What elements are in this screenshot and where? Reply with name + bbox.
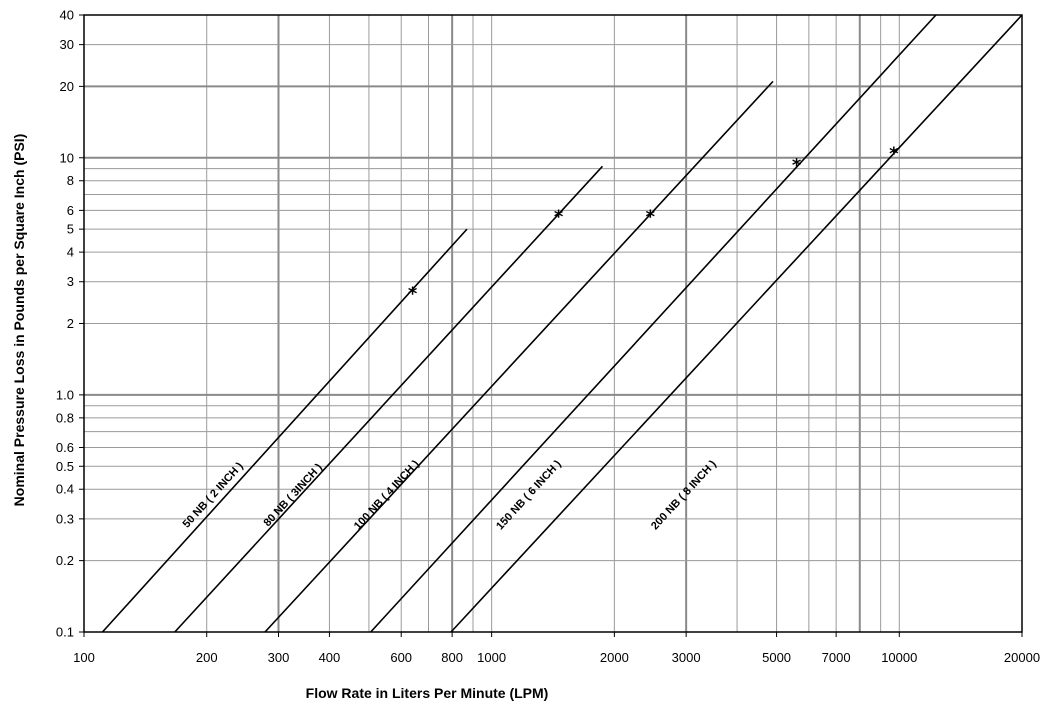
y-tick-label: 0.2 [56, 553, 74, 568]
x-tick-label: 10000 [881, 650, 917, 665]
series-markers: * * * * * [408, 144, 899, 305]
series-marker-2: * [554, 207, 564, 228]
y-tick-label: 0.1 [56, 625, 74, 640]
series-line-4 [370, 14, 937, 633]
x-tick-label: 5000 [762, 650, 791, 665]
grid [84, 15, 1022, 632]
x-tick-label: 1000 [477, 650, 506, 665]
series-lines [101, 14, 1023, 633]
y-axis-ticks: 0.1 0.2 0.3 0.4 0.5 0.6 0.8 1.0 2 3 4 5 6 8 10 20 30 40 [56, 8, 84, 640]
y-tick-label: 0.8 [56, 410, 74, 425]
series-labels: 50 NB ( 2 INCH ) 80 NB ( 3INCH ) 100 NB ( … [181, 458, 719, 533]
series-marker-5: * [889, 144, 899, 165]
series-line-3 [264, 80, 774, 633]
x-tick-label: 7000 [822, 650, 851, 665]
x-tick-label: 600 [390, 650, 412, 665]
series-label-5: 200 NB ( 8 INCH ) [649, 458, 719, 532]
y-tick-label: 20 [60, 79, 74, 94]
x-tick-label: 200 [196, 650, 218, 665]
y-tick-label: 6 [67, 203, 74, 218]
x-tick-label: 2000 [600, 650, 629, 665]
series-marker-4: * [792, 155, 802, 176]
y-tick-label: 2 [67, 316, 74, 331]
series-marker-3: * [646, 207, 656, 228]
y-tick-label: 0.3 [56, 511, 74, 526]
series-label-3: 100 NB ( 4 INCH ) [352, 458, 422, 532]
y-tick-label: 3 [67, 274, 74, 289]
y-tick-label: 30 [60, 37, 74, 52]
y-tick-label: 8 [67, 173, 74, 188]
x-axis-ticks: 100 200 300 400 600 800 1000 2000 3000 5000 7000 10… [73, 632, 1040, 665]
x-tick-label: 800 [441, 650, 463, 665]
x-tick-label: 100 [73, 650, 95, 665]
y-tick-label: 0.4 [56, 482, 74, 497]
y-tick-label: 1.0 [56, 387, 74, 402]
y-tick-label: 10 [60, 150, 74, 165]
y-tick-label: 0.6 [56, 440, 74, 455]
x-axis-title: Flow Rate in Liters Per Minute (LPM) [306, 685, 549, 701]
x-tick-label: 20000 [1004, 650, 1040, 665]
y-tick-label: 5 [67, 222, 74, 237]
y-tick-label: 40 [60, 8, 74, 23]
y-axis-title: Nominal Pressure Loss in Pounds per Squa… [11, 134, 27, 507]
y-tick-label: 0.5 [56, 459, 74, 474]
x-tick-label: 300 [268, 650, 290, 665]
series-marker-1: * [408, 284, 418, 305]
series-line-5 [450, 14, 1023, 633]
series-line-1 [101, 228, 468, 633]
series-label-1: 50 NB ( 2 INCH ) [181, 460, 246, 530]
y-tick-label: 4 [67, 245, 74, 260]
series-line-2 [174, 165, 604, 633]
x-tick-label: 400 [319, 650, 341, 665]
x-tick-label: 3000 [672, 650, 701, 665]
